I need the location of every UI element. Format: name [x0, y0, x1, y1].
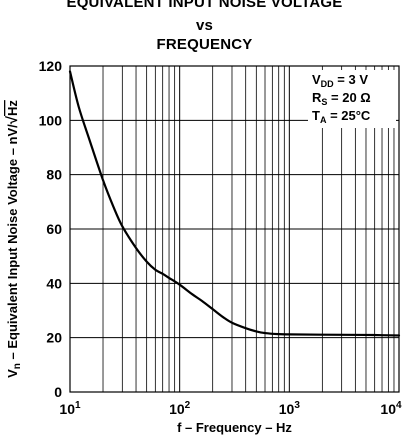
y-axis-label-text: – Equivalent Input Noise Voltage – nV/ [5, 124, 20, 363]
chart-title-line-3: FREQUENCY [156, 36, 253, 53]
y-tick-label: 80 [46, 167, 62, 183]
y-tick-label: 0 [54, 384, 62, 400]
x-tick-label: 103 [279, 400, 301, 417]
conditions-box [308, 70, 396, 128]
x-tick-label: 101 [59, 400, 81, 417]
y-tick-label: 40 [46, 275, 62, 291]
svg-text:Vn – Equivalent Input Noise Vo: Vn – Equivalent Input Noise Voltage – nV… [4, 100, 23, 378]
chart-title-line-2: vs [195, 17, 214, 34]
x-tick-label: 102 [169, 400, 191, 417]
y-tick-label: 20 [46, 330, 62, 346]
x-tick-label: 104 [380, 400, 402, 417]
y-axis-label-unit: Hz [5, 100, 20, 116]
y-tick-label: 60 [46, 221, 62, 237]
condition-rs: RS = 20 Ω [312, 90, 371, 107]
x-axis-label: f – Frequency – Hz [177, 420, 292, 435]
condition-ta: TA = 25°C [312, 108, 371, 125]
y-tick-labels: 0 20 40 60 80 100 120 [39, 58, 63, 400]
test-conditions: VDD = 3 VRS = 20 ΩTA = 25°C [312, 72, 371, 125]
x-tick-labels: 101 102 103 104 [59, 400, 402, 417]
chart-title-line-1: EQUIVALENT INPUT NOISE VOLTAGE [66, 0, 343, 11]
y-axis-label-symbol: V [5, 369, 20, 378]
series-line-noise-voltage [68, 70, 401, 337]
plot-frame [69, 65, 400, 393]
y-axis-label-subscript: n [12, 363, 23, 369]
y-tick-label: 100 [39, 112, 63, 128]
sqrt-icon: √ [4, 115, 21, 124]
y-axis-label: Vn – Equivalent Input Noise Voltage – nV… [4, 100, 23, 378]
y-tick-label: 120 [39, 58, 63, 74]
condition-vdd: VDD = 3 V [312, 72, 368, 89]
